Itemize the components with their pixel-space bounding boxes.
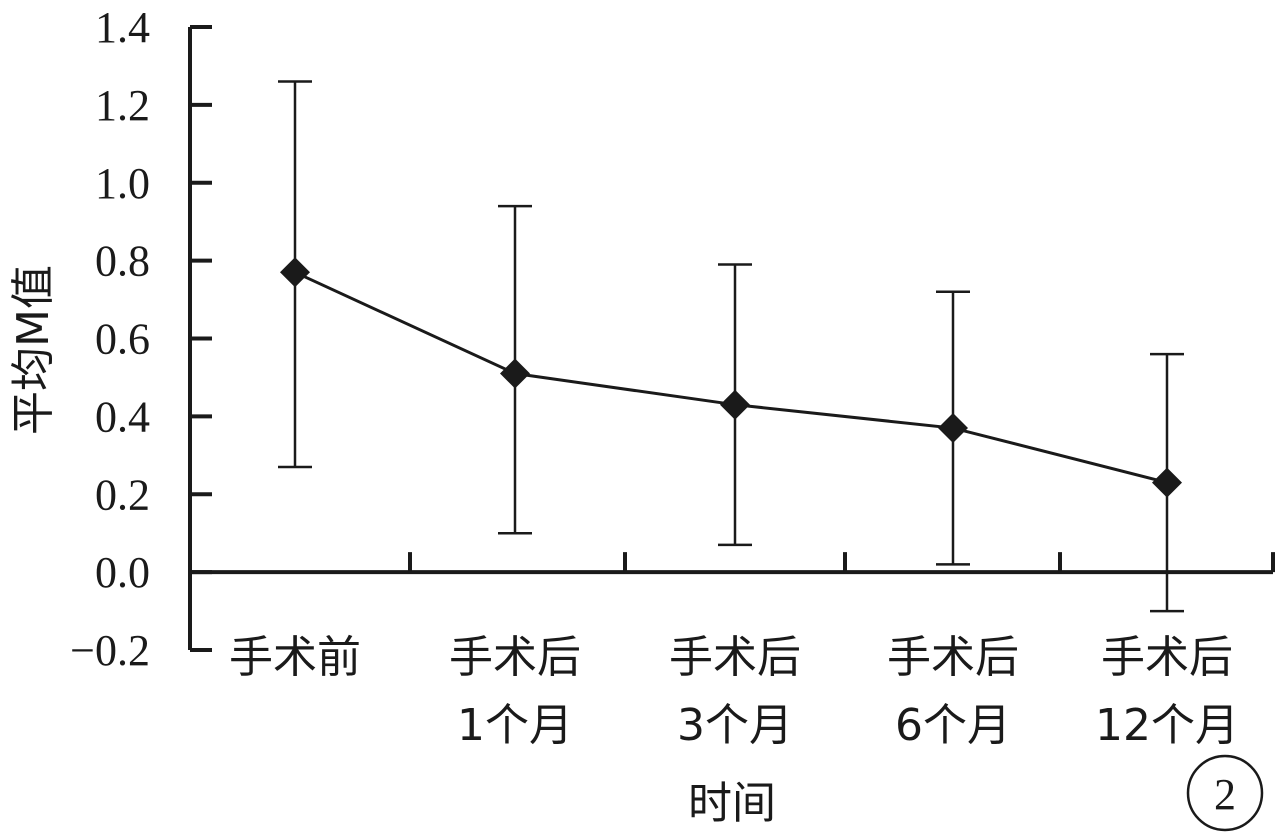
y-tick-label: 0.4 [95,392,150,441]
axes [188,25,1275,652]
x-tick-label: 手术后 6个月 [887,632,1019,751]
y-axis-title: 平均M值 [8,265,59,435]
panel-label: 2 [1214,770,1236,819]
y-tick-label: −0.2 [70,626,150,675]
series-line [294,270,1168,485]
x-tick-label: 手术后 12个月 [1095,632,1239,751]
panel-badge-circle [1186,754,1264,832]
y-tick-label: 1.2 [95,81,150,130]
data-markers [280,257,1182,498]
y-tick-label: 0.2 [95,470,150,519]
series-line-group [294,270,1168,485]
data-point-marker [938,413,968,444]
x-tick-label: 手术后 3个月 [669,632,801,751]
y-tick-label: 0.6 [95,315,150,364]
panel-badge: 2 [1186,754,1264,832]
error-bars [278,80,1184,613]
data-point-marker [720,389,750,420]
data-point-marker [280,257,310,288]
data-point-marker [500,358,530,389]
y-tick-label: 1.0 [95,159,150,208]
x-tick-label: 手术后 1个月 [449,632,581,751]
y-tick-label: 1.4 [95,3,150,52]
x-tick-label: 手术前 [229,632,361,683]
data-point-marker [1152,467,1182,498]
y-tick-label: 0.8 [95,237,150,286]
y-tick-label: 0.0 [95,548,150,597]
x-axis-title: 时间 [688,778,776,829]
